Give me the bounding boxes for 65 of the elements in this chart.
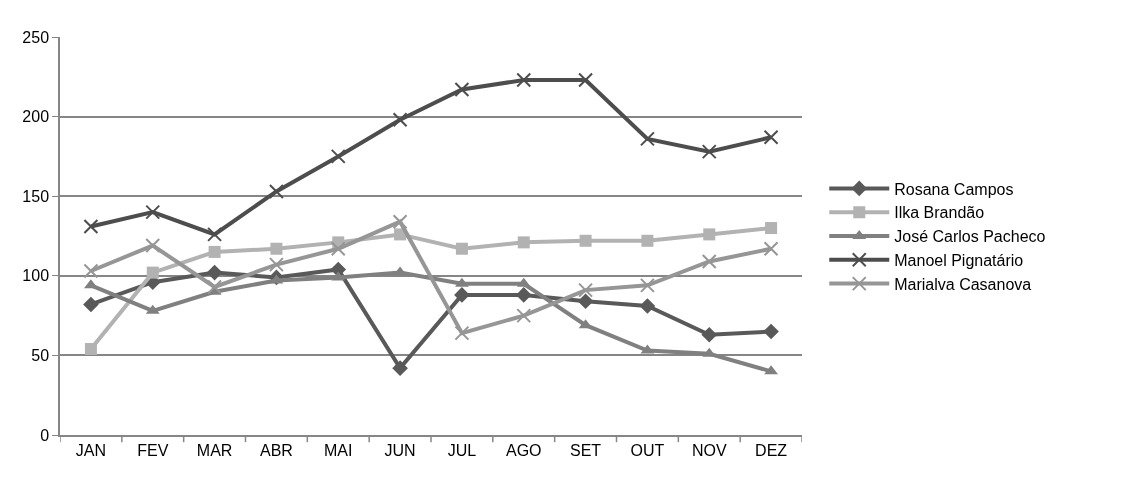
x-tick-label: OUT — [630, 441, 665, 459]
y-tick-label: 200 — [22, 108, 50, 126]
point — [330, 241, 346, 257]
point — [84, 343, 97, 356]
point — [763, 323, 779, 340]
x-tick-label: DEZ — [755, 441, 788, 459]
point — [83, 296, 99, 313]
point — [578, 72, 594, 88]
point — [270, 242, 283, 255]
point — [701, 253, 717, 269]
point — [207, 226, 223, 242]
x-tick-label: JUL — [447, 441, 477, 459]
point — [268, 183, 284, 199]
point — [763, 241, 779, 257]
point — [578, 282, 594, 298]
point — [145, 204, 161, 220]
x-tick-label: FEV — [137, 441, 169, 459]
point — [516, 308, 532, 324]
point — [454, 325, 470, 341]
point — [641, 234, 654, 247]
x-tick-label: MAI — [324, 441, 353, 459]
point — [763, 129, 779, 145]
x-tick-label: ABR — [259, 441, 293, 459]
point — [392, 214, 408, 230]
y-tick-label: 250 — [22, 28, 50, 46]
point — [639, 298, 656, 314]
point — [703, 228, 716, 241]
legend-label: Manoel Pignatário — [894, 252, 1024, 270]
point — [454, 287, 470, 303]
point — [701, 326, 718, 343]
y-tick-label: 150 — [22, 187, 50, 205]
point — [701, 144, 717, 160]
point — [208, 245, 221, 258]
x-tick-label: AGO — [505, 441, 542, 459]
point — [454, 82, 470, 98]
point — [392, 360, 408, 376]
legend-label: José Carlos Pacheco — [894, 228, 1046, 246]
x-tick-label: SET — [570, 441, 602, 459]
y-tick-label: 0 — [40, 426, 50, 444]
point — [83, 263, 99, 279]
point — [577, 293, 594, 310]
point — [579, 234, 592, 247]
point — [639, 277, 655, 293]
point — [83, 218, 99, 234]
point — [145, 238, 161, 254]
x-tick-label: JAN — [75, 441, 107, 459]
legend-label: Ilka Brandão — [894, 204, 985, 222]
point — [392, 112, 408, 128]
point — [455, 242, 468, 255]
point — [206, 264, 223, 281]
point — [146, 266, 159, 279]
point — [330, 148, 346, 164]
x-tick-label: JUN — [384, 441, 416, 459]
point — [517, 236, 530, 249]
x-tick-label: NOV — [691, 441, 727, 459]
y-tick-label: 50 — [31, 347, 50, 364]
x-tick-label: MAR — [196, 441, 233, 459]
point — [268, 257, 284, 273]
legend-label: Rosana Campos — [894, 180, 1014, 198]
point — [207, 279, 223, 295]
legend-label: Marialva Casanova — [894, 275, 1032, 293]
y-tick-label: 100 — [22, 267, 50, 285]
point — [516, 72, 532, 88]
point — [765, 222, 778, 235]
point — [639, 131, 655, 147]
